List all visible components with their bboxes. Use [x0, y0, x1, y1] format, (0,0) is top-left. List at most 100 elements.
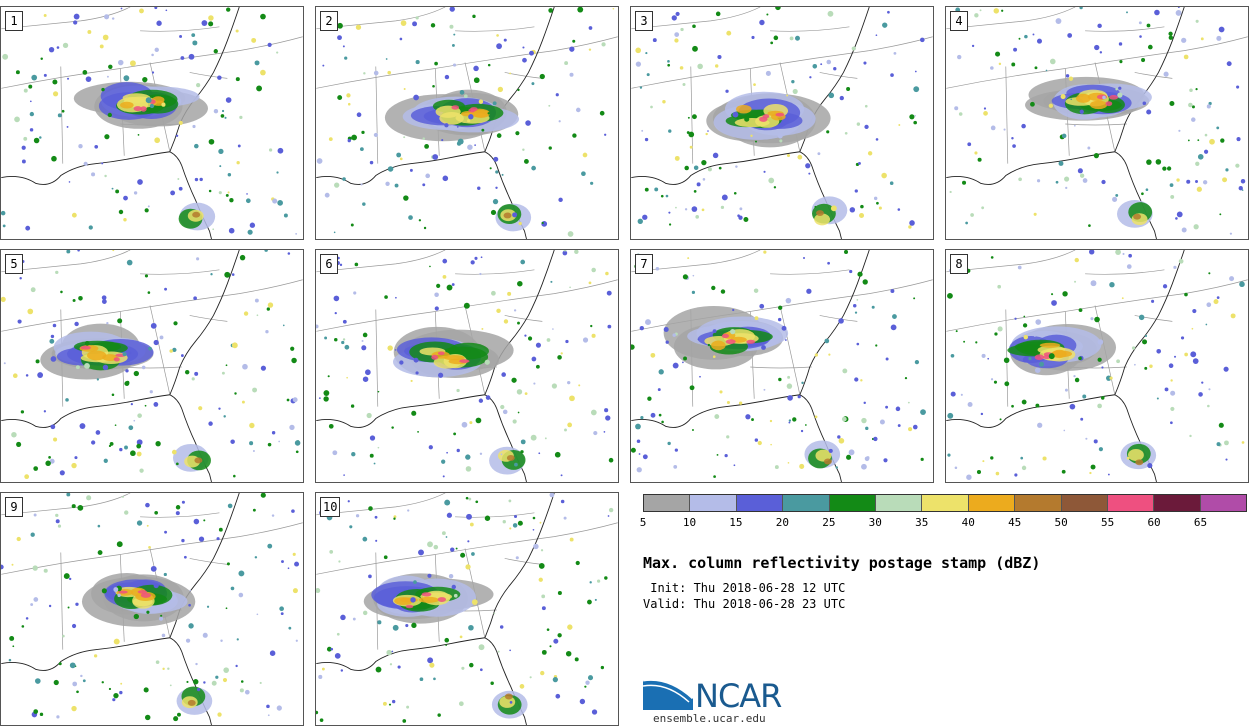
reflectivity-map: [316, 7, 618, 239]
reflectivity-cell: [78, 296, 83, 301]
reflectivity-cell: [243, 311, 249, 316]
reflectivity-cell: [479, 668, 483, 672]
reflectivity-cell: [990, 66, 994, 70]
reflectivity-cell: [449, 24, 454, 29]
reflectivity-cell: [645, 51, 648, 55]
reflectivity-cell: [349, 525, 353, 529]
colorbar-tick-label: 5: [639, 516, 647, 529]
reflectivity-cell: [854, 311, 858, 314]
reflectivity-cell: [907, 401, 910, 404]
reflectivity-cell: [1115, 88, 1118, 91]
reflectivity-cell: [913, 86, 920, 93]
reflectivity-cell: [137, 179, 143, 185]
reflectivity-cell: [1180, 336, 1185, 340]
reflectivity-cell: [644, 187, 649, 192]
reflectivity-cell: [1065, 74, 1070, 78]
reflectivity-cell: [438, 372, 444, 378]
reflectivity-map: [1, 493, 303, 725]
reflectivity-cell: [428, 445, 433, 450]
reflectivity-cell: [1173, 265, 1177, 269]
reflectivity-cell: [751, 418, 754, 421]
reflectivity-cell: [480, 256, 483, 259]
reflectivity-cell: [120, 682, 123, 685]
reflectivity-cell: [208, 189, 212, 193]
reflectivity-cell: [1195, 88, 1198, 91]
reflectivity-cell: [1088, 250, 1095, 255]
reflectivity-cell: [72, 681, 78, 687]
reflectivity-cell: [1079, 109, 1084, 114]
reflectivity-cell: [644, 137, 649, 142]
reflectivity-cell: [763, 250, 767, 254]
reflectivity-cell: [861, 463, 867, 470]
reflectivity-cell: [222, 677, 228, 683]
reflectivity-cell: [672, 333, 676, 337]
reflectivity-cell: [393, 517, 396, 520]
reflectivity-cell: [294, 440, 301, 446]
reflectivity-cell: [538, 563, 545, 569]
reflectivity-cell: [397, 665, 401, 669]
reflectivity-cell: [646, 73, 650, 77]
reflectivity-cell: [347, 138, 351, 143]
reflectivity-cell: [707, 167, 712, 172]
reflectivity-cell: [650, 352, 656, 358]
reflectivity-cell: [145, 502, 150, 508]
reflectivity-cell: [175, 511, 180, 516]
reflectivity-cell: [101, 295, 107, 301]
ncar-swoosh-icon: [643, 677, 695, 710]
reflectivity-cell: [133, 191, 138, 195]
reflectivity-cell: [316, 588, 321, 594]
reflectivity-cell: [606, 290, 612, 296]
reflectivity-cell: [178, 186, 183, 191]
state-border: [1134, 315, 1173, 322]
reflectivity-cell: [434, 61, 438, 66]
reflectivity-cell: [532, 528, 535, 531]
reflectivity-cell: [377, 446, 380, 449]
state-border: [690, 66, 694, 164]
reflectivity-cell: [368, 506, 373, 511]
reflectivity-cell: [101, 681, 104, 684]
reflectivity-cell: [1090, 464, 1096, 470]
reflectivity-cell: [812, 64, 818, 69]
reflectivity-cell: [1101, 179, 1106, 185]
reflectivity-cell: [53, 679, 59, 686]
reflectivity-cell: [531, 356, 537, 362]
reflectivity-cell: [246, 193, 248, 195]
reflectivity-cell: [1045, 69, 1048, 72]
reflectivity-cell: [321, 667, 325, 671]
reflectivity-cell: [1090, 100, 1108, 110]
reflectivity-cell: [451, 584, 456, 590]
reflectivity-cell: [97, 524, 101, 528]
reflectivity-cell: [188, 53, 195, 60]
reflectivity-cell: [39, 712, 44, 717]
reflectivity-cell: [1190, 351, 1197, 358]
reflectivity-cell: [11, 563, 14, 566]
reflectivity-cell: [402, 719, 407, 723]
reflectivity-cell: [29, 128, 34, 132]
reflectivity-cell: [469, 662, 474, 668]
reflectivity-cell: [323, 396, 329, 402]
reflectivity-cell: [1093, 439, 1098, 444]
state-border: [631, 250, 761, 273]
reflectivity-cell: [399, 157, 403, 161]
state-border: [140, 26, 220, 32]
reflectivity-cell: [1230, 313, 1236, 319]
reflectivity-cell: [158, 616, 164, 621]
reflectivity-cell: [80, 345, 91, 350]
reflectivity-cell: [689, 385, 695, 391]
reflectivity-cell: [267, 543, 273, 549]
reflectivity-cell: [1011, 404, 1014, 408]
reflectivity-cell: [1035, 319, 1042, 325]
reflectivity-cell: [1065, 186, 1068, 190]
reflectivity-cell: [682, 274, 688, 280]
reflectivity-cell: [106, 321, 109, 325]
reflectivity-cell: [575, 560, 580, 566]
reflectivity-cell: [249, 222, 256, 228]
reflectivity-cell: [667, 63, 671, 67]
reflectivity-cell: [16, 441, 22, 447]
reflectivity-cell: [78, 144, 83, 149]
reflectivity-cell: [673, 464, 678, 469]
reflectivity-cell: [463, 302, 470, 309]
reflectivity-cell: [117, 593, 121, 597]
reflectivity-cell: [193, 296, 197, 301]
reflectivity-cell: [104, 134, 110, 140]
